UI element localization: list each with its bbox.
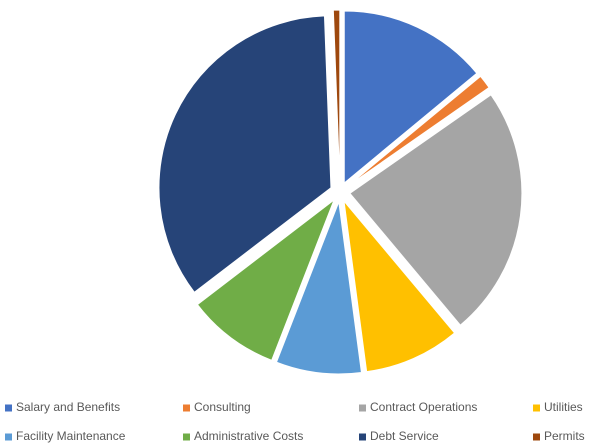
pie-slice [343, 199, 456, 373]
legend-label: Contract Operations [370, 400, 477, 414]
legend-swatch [5, 404, 12, 412]
legend-label: Administrative Costs [194, 429, 303, 443]
legend-swatch [359, 433, 366, 441]
legend-label: Salary and Benefits [16, 400, 120, 414]
pie-slice [275, 201, 362, 375]
legend-swatch [533, 404, 540, 412]
legend-swatch [533, 433, 540, 441]
legend-swatch [359, 404, 366, 412]
legend-label: Permits [544, 429, 585, 443]
legend-swatch [183, 433, 190, 441]
pie-slice [349, 94, 523, 326]
pie-slice [196, 198, 336, 361]
legend-label: Utilities [544, 400, 583, 414]
pie-slice [347, 75, 490, 187]
pie-slice [343, 10, 478, 185]
pie-slice [158, 15, 332, 294]
legend-label: Facility Maintenance [16, 429, 126, 443]
legend-swatch [183, 404, 190, 412]
legend-label: Debt Service [370, 429, 439, 443]
legend-swatch [5, 433, 12, 441]
legend-label: Consulting [194, 400, 251, 414]
pie-slice [332, 9, 341, 183]
